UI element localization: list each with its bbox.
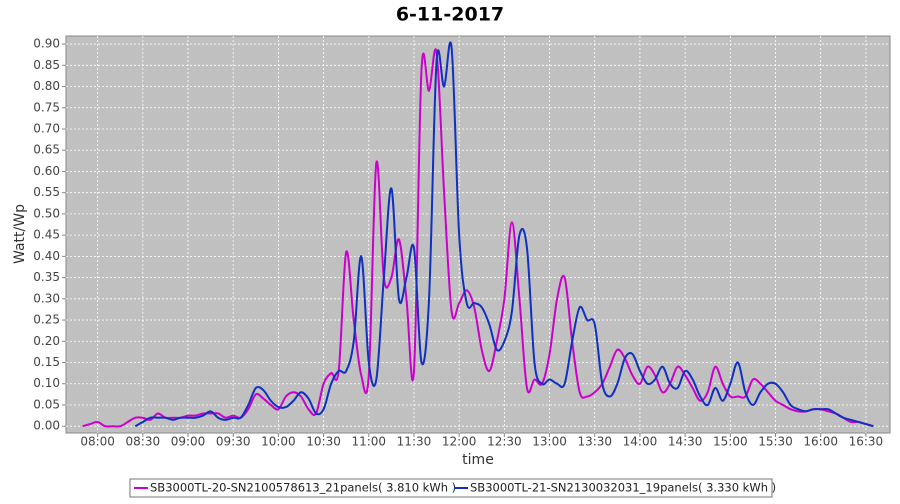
y-tick-label: 0.40 (33, 249, 60, 263)
x-tick-label: 11:00 (351, 435, 386, 449)
x-tick-label: 15:30 (758, 435, 793, 449)
y-tick-label: 0.50 (33, 206, 60, 220)
y-tick-label: 0.70 (33, 121, 60, 135)
x-tick-label: 09:30 (216, 435, 251, 449)
y-tick-label: 0.15 (33, 355, 60, 369)
y-tick-label: 0.80 (33, 79, 60, 93)
y-tick-label: 0.00 (33, 419, 60, 433)
series-line (82, 48, 874, 428)
chart-title: 6-11-2017 (396, 4, 504, 26)
legend-label: SB3000TL-20-SN2100578613_21panels( 3.810… (150, 481, 456, 495)
y-tick-label: 0.05 (33, 397, 60, 411)
y-tick-label: 0.45 (33, 228, 60, 242)
legend (129, 478, 773, 498)
y-tick-label: 0.25 (33, 313, 60, 327)
y-tick-label: 0.55 (33, 185, 60, 199)
x-tick-label: 14:00 (623, 435, 658, 449)
x-axis-label: time (462, 452, 494, 468)
x-tick-label: 09:00 (171, 435, 206, 449)
x-tick-label: 14:30 (668, 435, 703, 449)
y-tick-label: 0.20 (33, 334, 60, 348)
x-tick-label: 10:00 (261, 435, 296, 449)
legend-label: SB3000TL-21-SN2130032031_19panels( 3.330… (470, 481, 776, 495)
y-tick-label: 0.65 (33, 143, 60, 157)
y-tick-label: 0.75 (33, 100, 60, 114)
x-tick-label: 13:00 (532, 435, 567, 449)
y-axis-label: Watt/Wp (12, 204, 28, 264)
y-tick-label: 0.10 (33, 376, 60, 390)
series-line (134, 41, 874, 428)
y-tick-label: 0.90 (33, 37, 60, 51)
x-tick-label: 10:30 (306, 435, 341, 449)
x-tick-label: 16:30 (849, 435, 884, 449)
x-tick-label: 12:00 (442, 435, 477, 449)
y-tick-label: 0.60 (33, 164, 60, 178)
x-tick-label: 08:30 (126, 435, 161, 449)
x-tick-label: 08:00 (80, 435, 115, 449)
x-tick-label: 11:30 (397, 435, 432, 449)
y-tick-label: 0.30 (33, 291, 60, 305)
plot-area (65, 35, 891, 434)
x-tick-label: 13:30 (577, 435, 612, 449)
x-tick-label: 16:00 (803, 435, 838, 449)
x-tick-label: 15:00 (713, 435, 748, 449)
y-tick-label: 0.85 (33, 58, 60, 72)
x-tick-label: 12:30 (487, 435, 522, 449)
y-tick-label: 0.35 (33, 270, 60, 284)
